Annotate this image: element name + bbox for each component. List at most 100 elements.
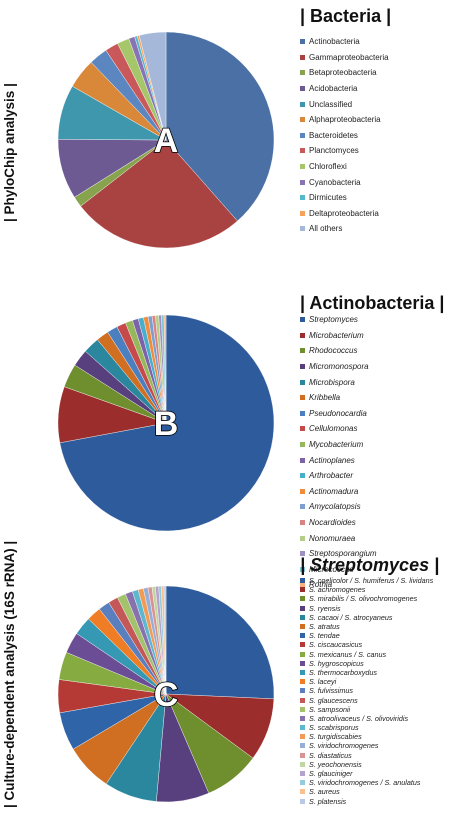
legend-label: Kribbella — [309, 393, 341, 403]
legend-label: S. viridochromogenes / S. anulatus — [309, 778, 421, 788]
legend-label: Micromonospora — [309, 362, 369, 372]
legend-b-item: Cellulomonas — [300, 421, 377, 437]
legend-c-item: S. ciscaucasicus — [300, 640, 433, 649]
legend-label: S. thermocarboxydus — [309, 667, 377, 677]
legend-c-item: S. laceyi — [300, 677, 433, 686]
legend-swatch — [300, 771, 305, 777]
pie-chart-a: A — [57, 31, 275, 249]
legend-swatch — [300, 442, 305, 448]
legend-label: Pseudonocardia — [309, 408, 367, 418]
legend-b-item: Amycolatopsis — [300, 499, 377, 515]
legend-swatch — [300, 725, 305, 731]
legend-label: S. hygroscopicus — [309, 658, 364, 668]
legend-label: S. coelicolor / S. humiferus / S. livida… — [309, 576, 434, 586]
legend-c-item: S. mexicanus / S. canus — [300, 650, 433, 659]
legend-b-item: Nocardioides — [300, 515, 377, 531]
legend-label: S. atroolivaceus / S. olivoviridis — [309, 713, 409, 723]
legend-a-item: Cyanobacteria — [300, 174, 389, 190]
pie-a-slice-actinobacteria — [165, 31, 275, 222]
pie-b-slice-streptomyces — [59, 314, 275, 532]
legend-swatch — [300, 605, 305, 611]
legend-swatch — [300, 195, 305, 201]
legend-c-item: S. thermocarboxydus — [300, 668, 433, 677]
legend-b-item: Rothia — [300, 577, 377, 593]
legend-label: S. mirabilis / S. olivochromogenes — [309, 594, 418, 604]
legend-label: Bacteroidetes — [309, 130, 358, 140]
legend-b-item: Arthrobacter — [300, 468, 377, 484]
legend-label: S. glaucescens — [309, 695, 358, 705]
legend-swatch — [300, 780, 305, 786]
legend-c-item: S. platensis — [300, 797, 433, 806]
legend-swatch — [300, 596, 305, 602]
legend-a-item: All others — [300, 221, 389, 237]
legend-label: Cellulomonas — [309, 424, 358, 434]
legend-title-a: | Bacteria | — [300, 6, 392, 26]
legend-c-item: S. viridochromogenes / S. anulatus — [300, 778, 433, 787]
legend-c-item: S. turgidiscabies — [300, 732, 433, 741]
legend-label: S. sampsonii — [309, 704, 351, 714]
legend-swatch — [300, 633, 305, 639]
legend-label: S. scabrisporus — [309, 723, 359, 733]
pie-c-slice-s-platensis — [163, 585, 167, 695]
legend-label: S. ryensis — [309, 603, 341, 613]
legend-b-item: Microbacterium — [300, 328, 377, 344]
legend-swatch — [300, 624, 305, 630]
legend-b-item: Actinoplanes — [300, 452, 377, 468]
legend-c-item: S. hygroscopicus — [300, 659, 433, 668]
legend-swatch — [300, 789, 305, 795]
legend-c-item: S. mirabilis / S. olivochromogenes — [300, 594, 433, 603]
legend-c-item: S. sampsonii — [300, 705, 433, 714]
legend-b-item: Kribbella — [300, 390, 377, 406]
legend-c-item: S. aureus — [300, 787, 433, 796]
legend-swatch — [300, 660, 305, 666]
legend-label: Alphaproteobacteria — [309, 115, 381, 125]
legend-c-item: S. diastaticus — [300, 751, 433, 760]
legend-a-item: Bacteroidetes — [300, 128, 389, 144]
legend-c-item: S. atratus — [300, 622, 433, 631]
legend-c-item: S. achromogenes — [300, 585, 433, 594]
legend-a-item: Betaproteobacteria — [300, 65, 389, 81]
legend-c-item: S. scabrisporus — [300, 723, 433, 732]
legend-swatch — [300, 752, 305, 758]
legend-swatch — [300, 457, 305, 463]
pie-chart-c: C — [57, 585, 275, 803]
legend-a: Actinobacteria Gammaproteobacteria Betapro… — [300, 34, 389, 237]
legend-swatch — [300, 798, 305, 804]
legend-label: Streptomyces — [309, 315, 358, 325]
legend-label: S. viridochromogenes — [309, 741, 379, 751]
legend-b: Streptomyces Microbacterium Rhodococcus Mic… — [300, 312, 377, 593]
legend-label: Unclassified — [309, 99, 353, 109]
legend-a-item: Dirmicutes — [300, 190, 389, 206]
legend-swatch — [300, 226, 305, 232]
legend-label: S. diastaticus — [309, 750, 352, 760]
legend-c-item: S. yeochonensis — [300, 760, 433, 769]
panel-letter-c: C — [154, 676, 179, 714]
pie-chart-b: B — [57, 314, 275, 532]
pie-a-slice-all-others — [138, 31, 167, 141]
panel-letter-a: A — [154, 122, 179, 160]
legend-label: Actinobacteria — [309, 37, 360, 47]
legend-swatch — [300, 706, 305, 712]
legend-c-item: S. viridochromogenes — [300, 741, 433, 750]
legend-a-item: Planctomyces — [300, 143, 389, 159]
legend-swatch — [300, 642, 305, 648]
legend-swatch — [300, 614, 305, 620]
legend-c-item: S. glauciniger — [300, 769, 433, 778]
pie-b-slice-rothia — [163, 314, 167, 424]
legend-swatch — [300, 587, 305, 593]
legend-label: Gammaproteobacteria — [309, 52, 389, 62]
legend-swatch — [300, 743, 305, 749]
legend-a-item: Alphaproteobacteria — [300, 112, 389, 128]
side-label-culture-dependent: | Culture-dependent analysis (16S rRNA) … — [2, 540, 17, 808]
legend-label: Rothia — [309, 580, 333, 590]
legend-swatch — [300, 364, 305, 370]
legend-a-item: Acidobacteria — [300, 81, 389, 97]
legend-swatch — [300, 679, 305, 685]
legend-swatch — [300, 348, 305, 354]
legend-a-item: Chloroflexi — [300, 159, 389, 175]
legend-label: S. platensis — [309, 796, 347, 806]
panel-letter-b: B — [154, 405, 179, 443]
legend-label: S. ciscaucasicus — [309, 640, 363, 650]
legend-c-item: S. glaucescens — [300, 695, 433, 705]
